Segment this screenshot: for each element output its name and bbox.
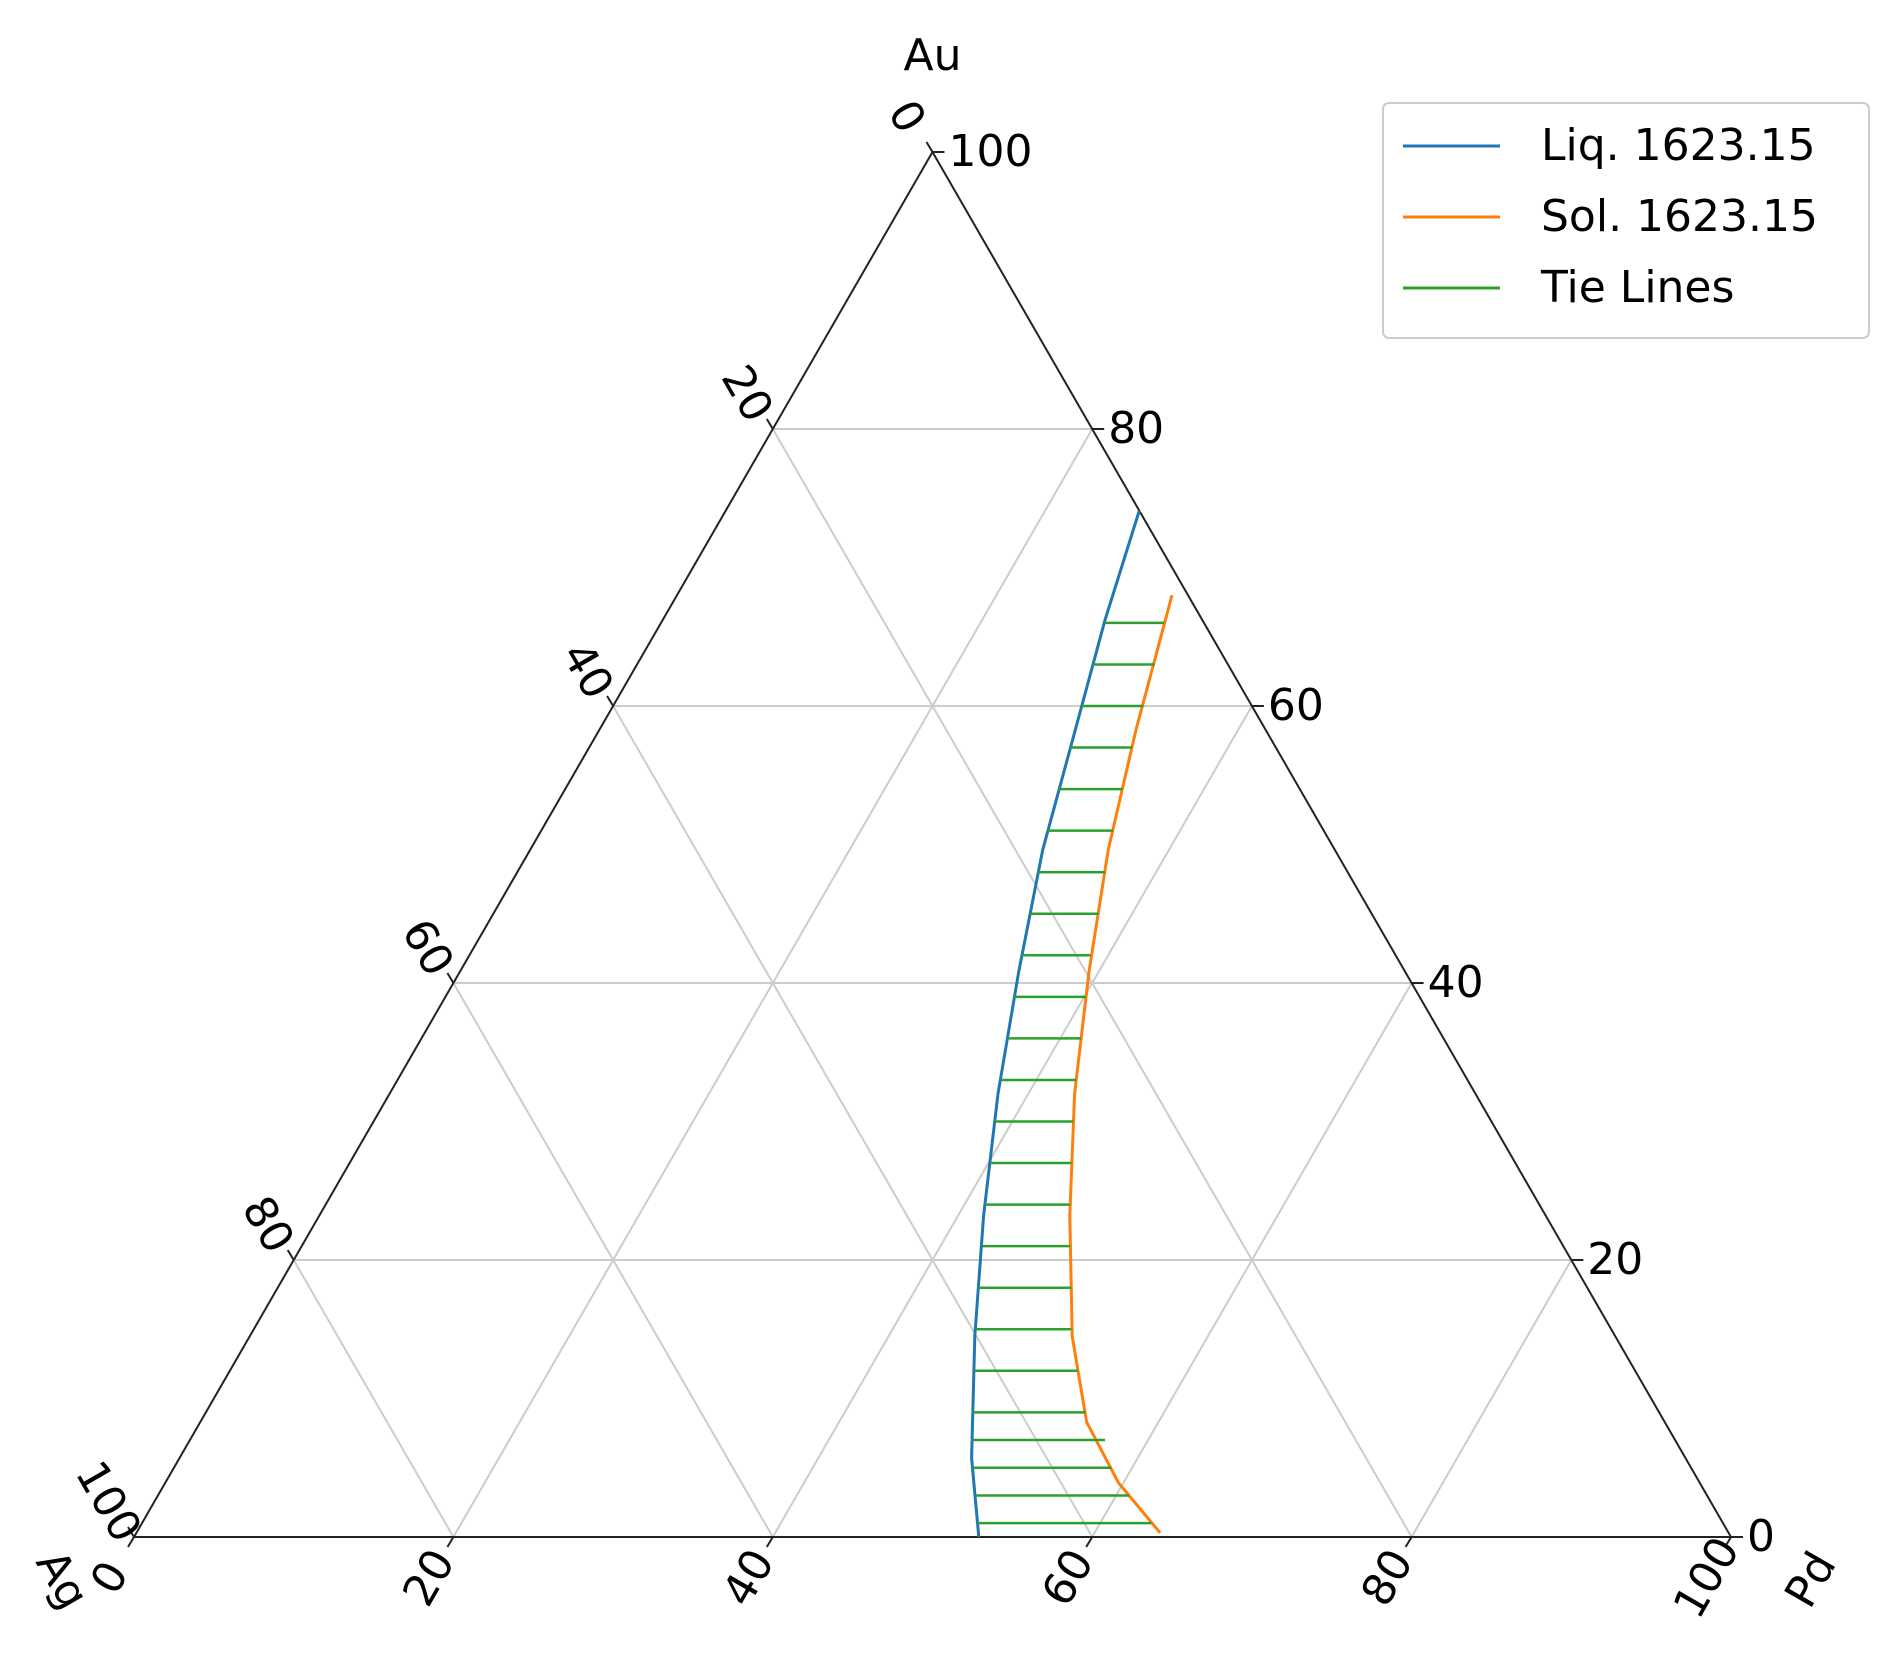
right-tick-label: 100 [949, 126, 1033, 177]
bottom-tick-label: 80 [1351, 1541, 1423, 1615]
tick-mark [765, 418, 774, 430]
tick-mark [765, 1536, 774, 1548]
tick-mark [286, 1249, 295, 1261]
tick-mark [1724, 1536, 1732, 1548]
grid-line [771, 428, 1413, 1538]
right-tick-label: 40 [1428, 957, 1484, 1008]
right-tick-label: 20 [1587, 1234, 1643, 1285]
grid-line [1410, 1259, 1573, 1538]
right-tick-label: 60 [1268, 680, 1324, 731]
legend-label: Liq. 1623.15 [1541, 120, 1816, 171]
left-tick-label: 60 [391, 911, 463, 985]
triangle-frame [132, 149, 1733, 1538]
bottom-tick-label: 60 [1032, 1541, 1104, 1615]
axis-label-left: Ag [26, 1542, 99, 1618]
legend-label: Tie Lines [1540, 262, 1734, 313]
left-tick-label: 0 [878, 92, 936, 142]
tick-mark [127, 1536, 135, 1548]
legend-box [1382, 102, 1870, 339]
phase-boundary [970, 510, 1141, 1538]
grid-line [292, 1259, 455, 1538]
phase-boundary [1068, 594, 1174, 1534]
grid-line [452, 982, 774, 1538]
tick-mark [606, 695, 614, 707]
left-tick-label: 20 [711, 357, 783, 431]
right-tick-label: 80 [1108, 403, 1164, 454]
bottom-tick-label: 100 [1664, 1529, 1750, 1627]
axis-label-right: Pd [1775, 1543, 1846, 1616]
tick-mark [446, 972, 455, 984]
tick-mark [1085, 1536, 1094, 1548]
tick-mark [925, 141, 934, 153]
tick-mark [1404, 1536, 1413, 1548]
right-tick-label: 0 [1747, 1511, 1775, 1562]
grid-line [612, 705, 1094, 1538]
bottom-tick-label: 40 [713, 1541, 785, 1615]
legend-label: Sol. 1623.15 [1541, 191, 1818, 242]
tick-mark [127, 1526, 135, 1538]
bottom-tick-label: 20 [393, 1541, 465, 1615]
axis-label-top: Au [904, 30, 962, 81]
tick-mark [446, 1536, 455, 1548]
left-tick-label: 80 [232, 1188, 304, 1262]
left-tick-label: 40 [551, 634, 623, 708]
